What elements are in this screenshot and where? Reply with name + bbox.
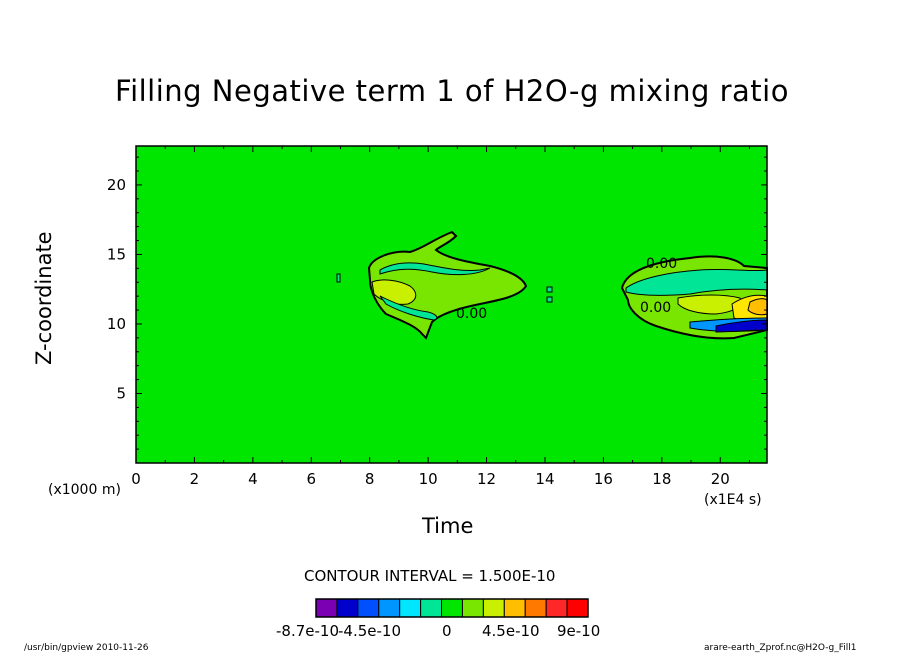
y-tick-label: 20: [107, 176, 126, 194]
x-axis-unit: (x1E4 s): [704, 492, 762, 508]
contour-label: 0.00: [646, 256, 677, 272]
colorbar-tick-label: 0: [442, 622, 452, 640]
footer-left: /usr/bin/gpview 2010-11-26: [24, 643, 149, 653]
x-tick-label: 4: [248, 470, 258, 488]
contour-speck: [546, 296, 553, 303]
colorbar-swatch: [566, 598, 589, 618]
x-tick-label: 8: [365, 470, 375, 488]
footer-right: arare-earth_Zprof.nc@H2O-g_Fill1: [704, 643, 857, 653]
x-tick-label: 20: [711, 470, 730, 488]
colorbar-tick-label: 9e-10: [557, 622, 601, 640]
colorbar-swatch: [420, 598, 443, 618]
colorbar-swatch: [399, 598, 422, 618]
plot-frame: [135, 145, 768, 464]
x-tick-label: 18: [652, 470, 671, 488]
y-axis-label: Z-coordinate: [32, 231, 56, 365]
contour-speck: [546, 286, 553, 293]
colorbar-swatch: [482, 598, 505, 618]
x-tick-label: 14: [535, 470, 554, 488]
colorbar-swatch: [524, 598, 547, 618]
x-tick-label: 16: [594, 470, 613, 488]
y-tick-label: 10: [107, 315, 126, 333]
contour-region: [379, 295, 438, 321]
colorbar-swatch: [545, 598, 568, 618]
y-tick-label: 5: [116, 384, 126, 402]
x-axis-label: Time: [422, 514, 474, 538]
colorbar-swatch: [503, 598, 526, 618]
colorbar-tick-label: 4.5e-10: [482, 622, 540, 640]
contour-interval-label: CONTOUR INTERVAL = 1.500E-10: [304, 567, 556, 585]
contour-speck: [336, 273, 341, 283]
x-tick-label: 10: [419, 470, 438, 488]
colorbar-tick-label: -4.5e-10: [338, 622, 401, 640]
x-tick-label: 6: [307, 470, 317, 488]
x-tick-label: 0: [131, 470, 141, 488]
y-axis-unit: (x1000 m): [48, 482, 121, 498]
contour-label: 0.00: [640, 300, 671, 316]
colorbar-swatch: [357, 598, 380, 618]
colorbar-swatch: [378, 598, 401, 618]
contour-region: [379, 262, 491, 276]
colorbar-tick-label: -8.7e-10: [276, 622, 339, 640]
colorbar-swatch: [441, 598, 463, 618]
contour-label: 0.00: [456, 306, 487, 322]
x-tick-label: 2: [190, 470, 200, 488]
colorbar-frame: [315, 598, 589, 618]
chart-title: Filling Negative term 1 of H2O-g mixing …: [115, 74, 789, 108]
colorbar-swatch: [336, 598, 359, 618]
colorbar-swatch: [461, 598, 484, 618]
y-tick-label: 15: [107, 245, 126, 263]
contour-region: [747, 298, 768, 316]
colorbar-swatch: [315, 598, 338, 618]
x-tick-label: 12: [477, 470, 496, 488]
